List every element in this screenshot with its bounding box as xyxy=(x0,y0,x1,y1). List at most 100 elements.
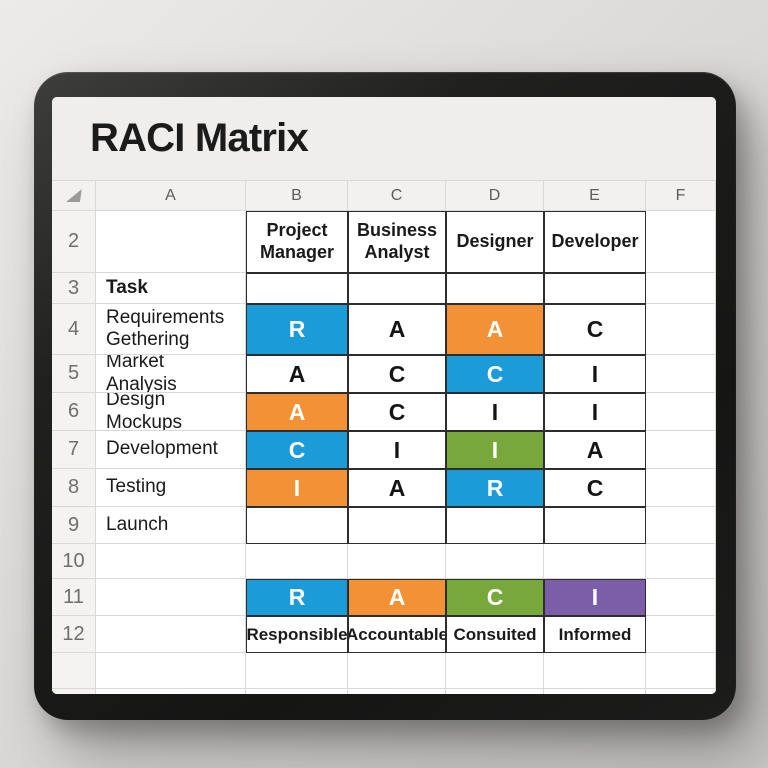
column-header-F[interactable]: F xyxy=(646,181,716,211)
cell-E2[interactable]: Developer xyxy=(544,211,646,273)
row-header-11[interactable]: 11 xyxy=(52,579,96,616)
cell-F3[interactable] xyxy=(646,273,716,304)
cell-B[interactable] xyxy=(246,689,348,694)
cell-B7[interactable]: C xyxy=(246,431,348,469)
cell-F11[interactable] xyxy=(646,579,716,616)
cell-C8[interactable]: A xyxy=(348,469,446,507)
row-header-9[interactable]: 9 xyxy=(52,507,96,544)
cell-B[interactable] xyxy=(246,653,348,689)
column-header-E[interactable]: E xyxy=(544,181,646,211)
cell-D2[interactable]: Designer xyxy=(446,211,544,273)
select-all-triangle-icon xyxy=(66,189,82,202)
cell-E10[interactable] xyxy=(544,544,646,579)
cell-C7[interactable]: I xyxy=(348,431,446,469)
cell-E[interactable] xyxy=(544,653,646,689)
cell-F4[interactable] xyxy=(646,304,716,355)
cell-B5[interactable]: A xyxy=(246,355,348,393)
cell-D7[interactable]: I xyxy=(446,431,544,469)
cell-F5[interactable] xyxy=(646,355,716,393)
cell-F[interactable] xyxy=(646,653,716,689)
cell-E4[interactable]: C xyxy=(544,304,646,355)
row-header-blank[interactable] xyxy=(52,689,96,694)
cell-B10[interactable] xyxy=(246,544,348,579)
row-header-7[interactable]: 7 xyxy=(52,431,96,469)
cell-F12[interactable] xyxy=(646,616,716,653)
cell-C10[interactable] xyxy=(348,544,446,579)
cell-D4[interactable]: A xyxy=(446,304,544,355)
cell-D10[interactable] xyxy=(446,544,544,579)
cell-D11[interactable]: C xyxy=(446,579,544,616)
cell-B8[interactable]: I xyxy=(246,469,348,507)
cell-A10[interactable] xyxy=(96,544,246,579)
cell-E9[interactable] xyxy=(544,507,646,544)
cell-C[interactable] xyxy=(348,689,446,694)
cell-F8[interactable] xyxy=(646,469,716,507)
column-header-C[interactable]: C xyxy=(348,181,446,211)
cell-F10[interactable] xyxy=(646,544,716,579)
cell-E5[interactable]: I xyxy=(544,355,646,393)
column-header-A[interactable]: A xyxy=(96,181,246,211)
cell-A9[interactable]: Launch xyxy=(96,507,246,544)
select-all-corner[interactable] xyxy=(52,181,96,211)
cell-A5[interactable]: Market Analysis xyxy=(96,355,246,393)
cell-E8[interactable]: C xyxy=(544,469,646,507)
page-title: RACI Matrix xyxy=(90,116,309,160)
cell-F9[interactable] xyxy=(646,507,716,544)
column-header-D[interactable]: D xyxy=(446,181,544,211)
row-header-5[interactable]: 5 xyxy=(52,355,96,393)
cell-B11[interactable]: R xyxy=(246,579,348,616)
cell-D12[interactable]: Consuited xyxy=(446,616,544,653)
cell-D8[interactable]: R xyxy=(446,469,544,507)
cell-C11[interactable]: A xyxy=(348,579,446,616)
row-header-3[interactable]: 3 xyxy=(52,273,96,304)
cell-B9[interactable] xyxy=(246,507,348,544)
cell-A3[interactable]: Task xyxy=(96,273,246,304)
cell-E11[interactable]: I xyxy=(544,579,646,616)
row-header-6[interactable]: 6 xyxy=(52,393,96,431)
cell-F2[interactable] xyxy=(646,211,716,273)
cell-D9[interactable] xyxy=(446,507,544,544)
cell-F7[interactable] xyxy=(646,431,716,469)
cell-E7[interactable]: A xyxy=(544,431,646,469)
cell-F6[interactable] xyxy=(646,393,716,431)
cell-C12[interactable]: Accountable xyxy=(348,616,446,653)
cell-D3[interactable] xyxy=(446,273,544,304)
cell-F[interactable] xyxy=(646,689,716,694)
row-header-10[interactable]: 10 xyxy=(52,544,96,579)
cell-A11[interactable] xyxy=(96,579,246,616)
row-header-8[interactable]: 8 xyxy=(52,469,96,507)
cell-C5[interactable]: C xyxy=(348,355,446,393)
cell-B3[interactable] xyxy=(246,273,348,304)
cell-E12[interactable]: Informed xyxy=(544,616,646,653)
row-header-blank[interactable] xyxy=(52,653,96,689)
cell-A6[interactable]: Design Mockups xyxy=(96,393,246,431)
cell-A7[interactable]: Development xyxy=(96,431,246,469)
row-header-4[interactable]: 4 xyxy=(52,304,96,355)
cell-A[interactable] xyxy=(96,653,246,689)
cell-C2[interactable]: Business Analyst xyxy=(348,211,446,273)
cell-A[interactable] xyxy=(96,689,246,694)
cell-B6[interactable]: A xyxy=(246,393,348,431)
cell-C[interactable] xyxy=(348,653,446,689)
cell-D6[interactable]: I xyxy=(446,393,544,431)
cell-B12[interactable]: Responsible xyxy=(246,616,348,653)
row-header-2[interactable]: 2 xyxy=(52,211,96,273)
cell-A2[interactable] xyxy=(96,211,246,273)
cell-D5[interactable]: C xyxy=(446,355,544,393)
cell-A8[interactable]: Testing xyxy=(96,469,246,507)
cell-E[interactable] xyxy=(544,689,646,694)
cell-C6[interactable]: C xyxy=(348,393,446,431)
cell-D[interactable] xyxy=(446,653,544,689)
cell-E3[interactable] xyxy=(544,273,646,304)
cell-A4[interactable]: Requirements Gethering xyxy=(96,304,246,355)
cell-A12[interactable] xyxy=(96,616,246,653)
cell-D[interactable] xyxy=(446,689,544,694)
cell-C4[interactable]: A xyxy=(348,304,446,355)
cell-B4[interactable]: R xyxy=(246,304,348,355)
row-header-12[interactable]: 12 xyxy=(52,616,96,653)
cell-B2[interactable]: Project Manager xyxy=(246,211,348,273)
cell-C3[interactable] xyxy=(348,273,446,304)
cell-E6[interactable]: I xyxy=(544,393,646,431)
column-header-B[interactable]: B xyxy=(246,181,348,211)
cell-C9[interactable] xyxy=(348,507,446,544)
